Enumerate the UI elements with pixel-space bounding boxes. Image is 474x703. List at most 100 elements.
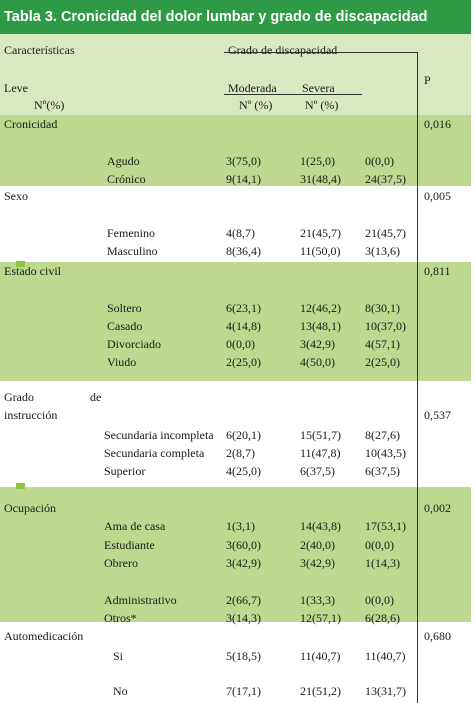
p-estado-civil: 0,811 bbox=[424, 264, 451, 278]
band-cronicidad bbox=[0, 115, 471, 186]
cell-severa: 3(13,6) bbox=[365, 244, 400, 258]
row-label: Superior bbox=[104, 464, 146, 478]
cell-leve: 3(42,9) bbox=[226, 556, 261, 570]
section-ocupacion: Ocupación bbox=[4, 501, 56, 515]
row-label: Viudo bbox=[107, 355, 137, 369]
header-p: P bbox=[424, 73, 431, 87]
cell-severa: 1(14,3) bbox=[365, 556, 400, 570]
cell-leve: 3(14,3) bbox=[226, 611, 261, 625]
cell-moderada: 1(25,0) bbox=[300, 154, 335, 168]
cell-leve: 1(3,1) bbox=[226, 519, 255, 533]
cell-leve: 2(25,0) bbox=[226, 355, 261, 369]
cell-severa: 11(40,7) bbox=[365, 649, 406, 663]
cell-leve: 4(8,7) bbox=[226, 226, 255, 240]
row-label: Obrero bbox=[104, 556, 138, 570]
cell-leve: 0(0,0) bbox=[226, 337, 255, 351]
subheader-rule bbox=[224, 94, 362, 95]
header-band bbox=[0, 34, 471, 115]
cell-leve: 3(75,0) bbox=[226, 154, 261, 168]
cell-severa: 10(43,5) bbox=[365, 446, 406, 460]
row-label: Ama de casa bbox=[104, 519, 166, 533]
column-divider bbox=[417, 52, 418, 703]
cell-moderada: 12(46,2) bbox=[300, 301, 341, 315]
cell-severa: 17(53,1) bbox=[365, 519, 406, 533]
cell-leve: 6(20,1) bbox=[226, 428, 261, 442]
row-label: No bbox=[113, 684, 128, 698]
header-grado: Grado de discapacidad bbox=[228, 43, 338, 57]
cell-leve: 4(14,8) bbox=[226, 319, 261, 333]
row-label: Soltero bbox=[107, 301, 142, 315]
row-label: Secundaria incompleta bbox=[104, 428, 214, 442]
p-ocupacion: 0,002 bbox=[424, 501, 451, 515]
cell-severa: 6(28,6) bbox=[365, 611, 400, 625]
band-ocupacion bbox=[0, 487, 471, 622]
cell-severa: 13(31,7) bbox=[365, 684, 406, 698]
cell-moderada: 14(43,8) bbox=[300, 519, 341, 533]
cell-severa: 0(0,0) bbox=[365, 154, 394, 168]
row-marker bbox=[16, 261, 25, 267]
section-cronicidad: Cronicidad bbox=[4, 117, 58, 131]
row-label: Casado bbox=[107, 319, 143, 333]
header-leve: Leve bbox=[4, 81, 28, 95]
row-label: Administrativo bbox=[104, 593, 177, 607]
cell-moderada: 6(37,5) bbox=[300, 464, 335, 478]
cell-moderada: 31(48,4) bbox=[300, 172, 341, 186]
cell-severa: 24(37,5) bbox=[365, 172, 406, 186]
header-moderada: Moderada bbox=[228, 81, 277, 95]
cell-moderada: 4(50,0) bbox=[300, 355, 335, 369]
p-cronicidad: 0,016 bbox=[424, 117, 451, 131]
cell-leve: 2(66,7) bbox=[226, 593, 261, 607]
cell-severa: 10(37,0) bbox=[365, 319, 406, 333]
cell-leve: 9(14,1) bbox=[226, 172, 261, 186]
cell-moderada: 21(51,2) bbox=[300, 684, 341, 698]
cell-leve: 3(60,0) bbox=[226, 538, 261, 552]
header-caracteristicas: Características bbox=[4, 43, 75, 57]
cell-severa: 4(57,1) bbox=[365, 337, 400, 351]
cell-severa: 6(37,5) bbox=[365, 464, 400, 478]
title-bar: Tabla 3. Cronicidad del dolor lumbar y g… bbox=[0, 0, 471, 34]
band-estado-civil bbox=[0, 262, 471, 381]
cell-leve: 4(25,0) bbox=[226, 464, 261, 478]
cell-moderada: 15(51,7) bbox=[300, 428, 341, 442]
cell-moderada: 11(47,8) bbox=[300, 446, 341, 460]
cell-moderada: 2(40,0) bbox=[300, 538, 335, 552]
cell-moderada: 11(50,0) bbox=[300, 244, 341, 258]
cell-severa: 8(30,1) bbox=[365, 301, 400, 315]
cell-moderada: 11(40,7) bbox=[300, 649, 341, 663]
p-sexo: 0,005 bbox=[424, 189, 451, 203]
row-marker bbox=[16, 483, 25, 489]
section-sexo: Sexo bbox=[4, 189, 28, 203]
section-grado-b: de bbox=[90, 390, 102, 404]
cell-severa: 8(27,6) bbox=[365, 428, 400, 442]
cell-leve: 5(18,5) bbox=[226, 649, 261, 663]
row-label: Otros* bbox=[104, 611, 137, 625]
cell-moderada: 12(57,1) bbox=[300, 611, 341, 625]
cell-moderada: 3(42,9) bbox=[300, 337, 335, 351]
cell-severa: 2(25,0) bbox=[365, 355, 400, 369]
cell-moderada: 1(33,3) bbox=[300, 593, 335, 607]
cell-moderada: 13(48,1) bbox=[300, 319, 341, 333]
row-label: Femenino bbox=[107, 226, 155, 240]
header-rule bbox=[224, 52, 418, 53]
cell-severa: 21(45,7) bbox=[365, 226, 406, 240]
cell-severa: 0(0,0) bbox=[365, 593, 394, 607]
row-label: Agudo bbox=[107, 154, 140, 168]
table-title: Tabla 3. Cronicidad del dolor lumbar y g… bbox=[4, 9, 428, 25]
cell-moderada: 3(42,9) bbox=[300, 556, 335, 570]
row-label: Secundaria completa bbox=[104, 446, 205, 460]
header-leve-n: Nº(%) bbox=[34, 98, 65, 112]
header-severa: Severa bbox=[302, 81, 335, 95]
p-automedicacion: 0,680 bbox=[424, 629, 451, 643]
row-label: Si bbox=[113, 649, 124, 663]
cell-leve: 2(8,7) bbox=[226, 446, 255, 460]
cell-severa: 0(0,0) bbox=[365, 538, 394, 552]
row-label: Masculino bbox=[107, 244, 158, 258]
cell-moderada: 21(45,7) bbox=[300, 226, 341, 240]
section-grado-a: Grado bbox=[4, 390, 34, 404]
cell-leve: 6(23,1) bbox=[226, 301, 261, 315]
section-grado-c: instrucción bbox=[4, 408, 58, 422]
p-grado-instruccion: 0,537 bbox=[424, 408, 451, 422]
cell-leve: 8(36,4) bbox=[226, 244, 261, 258]
section-estado-civil: Estado civil bbox=[4, 264, 61, 278]
cell-leve: 7(17,1) bbox=[226, 684, 261, 698]
